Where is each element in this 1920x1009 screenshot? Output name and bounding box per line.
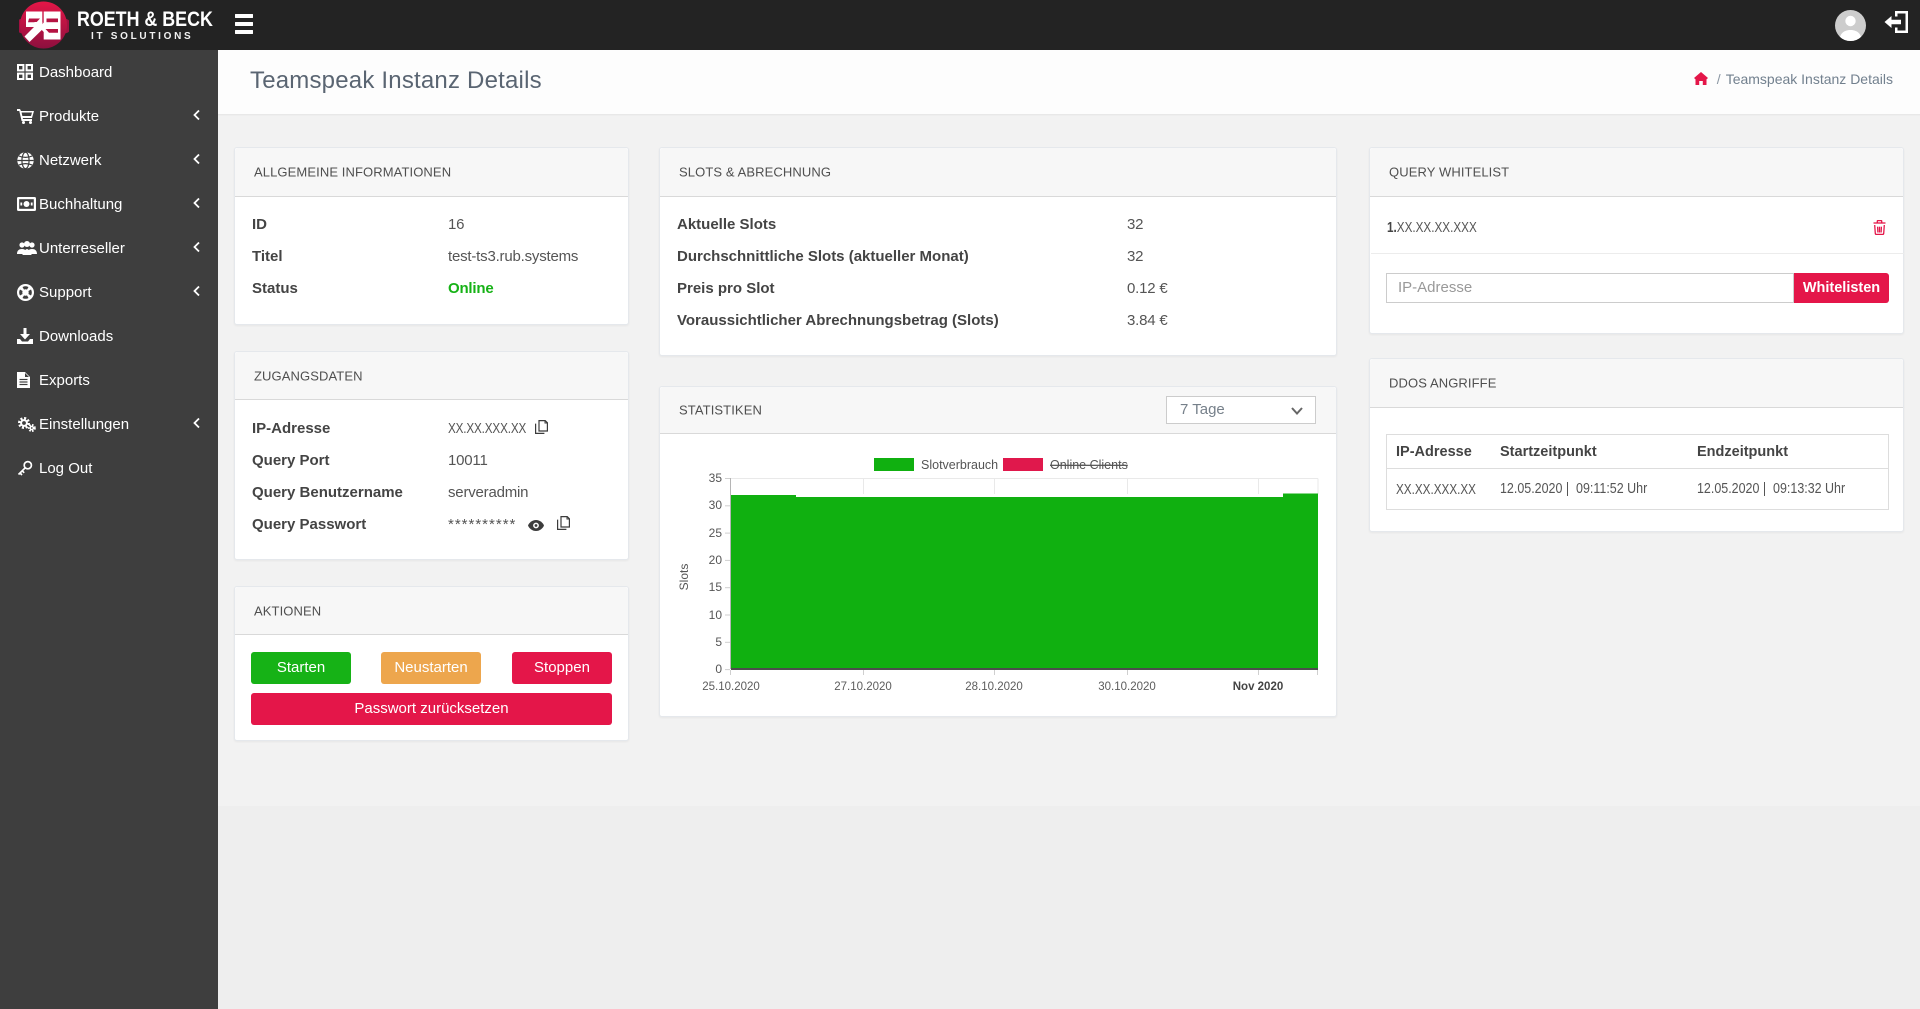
svg-text:27.10.2020: 27.10.2020: [834, 681, 892, 693]
svg-text:20: 20: [709, 553, 723, 567]
svg-text:5: 5: [715, 635, 722, 649]
svg-text:15: 15: [709, 580, 723, 594]
svg-text:25: 25: [709, 526, 723, 540]
svg-text:10: 10: [709, 608, 723, 622]
svg-text:Slots: Slots: [677, 564, 691, 591]
svg-text:Nov 2020: Nov 2020: [1233, 681, 1284, 693]
svg-text:25.10.2020: 25.10.2020: [702, 681, 760, 693]
svg-text:Online Clients: Online Clients: [1050, 458, 1128, 472]
svg-text:30: 30: [709, 498, 723, 512]
svg-text:0: 0: [715, 662, 722, 676]
svg-text:35: 35: [709, 471, 723, 485]
svg-text:30.10.2020: 30.10.2020: [1098, 681, 1156, 693]
svg-text:28.10.2020: 28.10.2020: [965, 681, 1023, 693]
svg-text:Slotverbrauch: Slotverbrauch: [921, 458, 998, 472]
